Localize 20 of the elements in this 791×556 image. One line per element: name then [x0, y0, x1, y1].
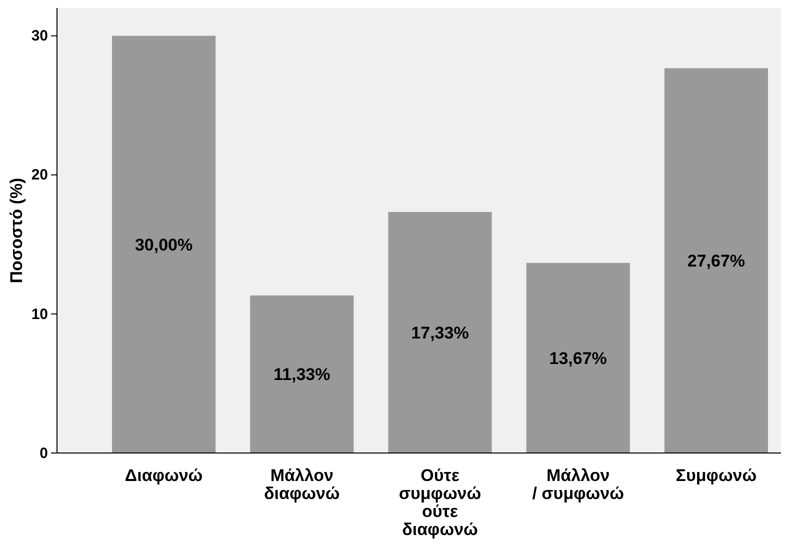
x-tick-label: Μάλλον / συμφωνώ	[532, 466, 624, 503]
data-label: 13,67%	[549, 348, 607, 368]
y-axis-title: Ποσοστό (%)	[7, 178, 26, 284]
data-label: 27,67%	[687, 252, 746, 271]
x-tick-label: Συμφωνώ	[676, 466, 757, 485]
data-label: 17,33%	[411, 324, 469, 342]
y-tick-label: 30	[31, 28, 48, 45]
y-tick-label: 10	[31, 306, 48, 323]
x-tick-label: Ούτε συμφωνώ ούτε διαφωνώ	[398, 466, 482, 539]
bar	[388, 212, 492, 453]
bar	[250, 295, 354, 453]
x-tick-label: Διαφωνώ	[124, 466, 203, 485]
bar	[664, 68, 768, 453]
y-tick-label: 0	[40, 444, 48, 462]
bar	[112, 36, 216, 453]
data-label: 30,00%	[134, 235, 193, 254]
x-tick-label: Μάλλον διαφωνώ	[264, 466, 340, 503]
y-tick-label: 20	[31, 166, 48, 184]
bar	[526, 262, 630, 453]
data-label: 11,33%	[274, 365, 330, 384]
